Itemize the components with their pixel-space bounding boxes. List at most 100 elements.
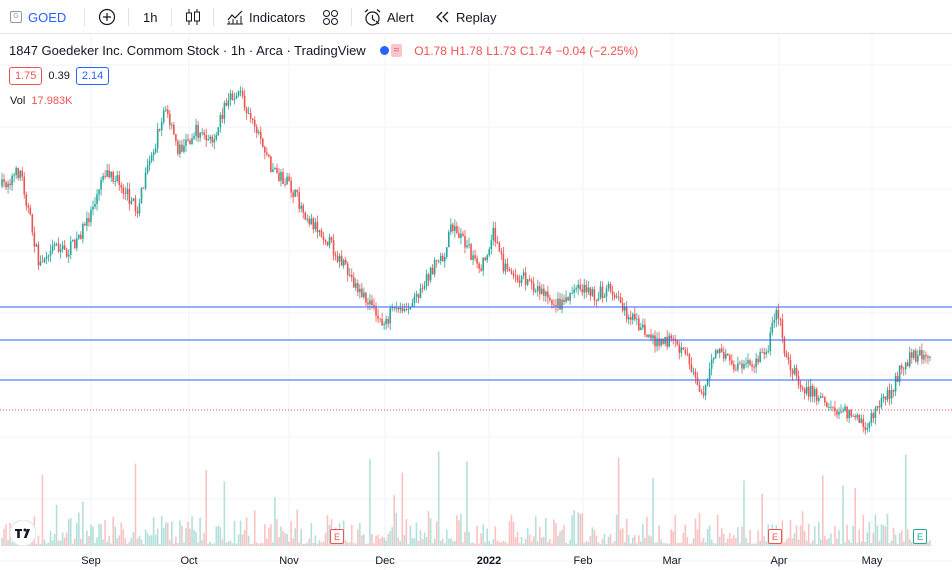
volume-bar	[708, 525, 711, 546]
candle-body	[435, 259, 438, 261]
templates-button[interactable]	[322, 0, 339, 34]
candle-body	[201, 132, 203, 134]
volume-bar	[284, 532, 286, 546]
volume-bar	[100, 524, 102, 546]
volume-bar	[415, 522, 418, 546]
volume-bar	[320, 542, 323, 546]
volume-bar	[76, 523, 78, 546]
candle-body	[29, 207, 32, 215]
candle-body	[284, 184, 286, 185]
volume-bar	[777, 542, 780, 546]
volume-bar	[51, 540, 54, 546]
volume-bar	[904, 454, 907, 546]
candle-body	[611, 290, 614, 295]
chart-style-button[interactable]	[185, 0, 201, 34]
volume-bar	[500, 542, 503, 546]
volume-bar	[807, 523, 810, 546]
volume-bar	[164, 522, 167, 546]
candle-body	[565, 297, 567, 302]
x-axis-label: 2022	[476, 555, 502, 567]
candle-body	[668, 335, 670, 347]
indicators-button[interactable]: Indicators	[226, 0, 305, 34]
candle-body	[646, 334, 648, 337]
candle-body	[480, 268, 482, 271]
candle-body	[324, 240, 327, 242]
ask-price-badge[interactable]: 2.14	[75, 67, 110, 85]
bid-price-badge[interactable]: 1.75	[9, 67, 43, 85]
candle-body	[71, 239, 74, 242]
volume-bar	[476, 526, 478, 546]
volume-bar	[437, 451, 440, 546]
volume-bar	[636, 543, 638, 546]
candle-body	[617, 296, 620, 298]
volume-bar	[565, 542, 567, 546]
volume-bar	[61, 532, 64, 546]
candle-body	[334, 255, 337, 257]
candle-body	[478, 263, 480, 269]
volume-bar	[779, 543, 782, 546]
volume-bar	[292, 538, 294, 546]
volume-bar	[243, 530, 246, 546]
candle-body	[543, 288, 545, 296]
volume-bar	[591, 527, 594, 546]
candle-body	[809, 385, 812, 397]
candle-body	[259, 131, 262, 139]
volume-bar	[670, 529, 672, 546]
candle-body	[67, 254, 70, 257]
candle-body	[526, 279, 529, 285]
candle-body	[694, 371, 697, 378]
candle-body	[727, 353, 729, 356]
volume-bar	[496, 540, 499, 546]
volume-bar	[530, 541, 533, 546]
candle-body	[514, 275, 517, 277]
chart-pane[interactable]	[0, 35, 952, 570]
earnings-event-icon[interactable]: E	[768, 529, 782, 544]
candle-body	[389, 308, 391, 324]
candle-body	[872, 413, 875, 418]
volume-bar	[104, 520, 106, 546]
replay-button[interactable]: Replay	[434, 0, 496, 34]
volume-bar	[112, 516, 114, 546]
volume-bar	[185, 528, 187, 546]
earnings-event-icon[interactable]: E	[330, 529, 344, 544]
volume-bar	[474, 543, 476, 546]
volume-bar	[233, 521, 236, 546]
volume-bar	[171, 521, 173, 546]
tradingview-logo-icon[interactable]	[9, 519, 37, 547]
volume-bar	[116, 538, 119, 546]
volume-bar	[308, 538, 311, 546]
volume-bar	[668, 543, 670, 546]
volume-bar	[650, 536, 652, 546]
candle-body	[714, 350, 717, 358]
alert-button[interactable]: Alert	[363, 0, 414, 34]
earnings-event-icon[interactable]: E	[913, 529, 927, 544]
compare-add-button[interactable]	[98, 0, 116, 34]
volume-bar	[601, 539, 604, 546]
volume-bar	[348, 542, 351, 546]
volume-bar	[890, 540, 893, 546]
price-chart[interactable]	[0, 35, 952, 570]
candle-body	[690, 364, 693, 372]
volume-bar	[652, 478, 654, 546]
volume-bar	[927, 542, 929, 546]
candle-body	[306, 218, 309, 220]
volume-bar	[557, 535, 559, 546]
candle-body	[672, 338, 675, 340]
symbol-search[interactable]: G GOED	[10, 0, 66, 34]
volume-bar	[878, 541, 881, 546]
volume-bar	[563, 524, 565, 546]
candle-body	[76, 238, 78, 249]
volume-bar	[862, 515, 865, 546]
volume-bar	[561, 529, 563, 546]
candle-body	[363, 292, 365, 298]
volume-bar	[1, 537, 3, 546]
candle-body	[516, 276, 519, 281]
candle-body	[276, 168, 278, 173]
volume-bar	[753, 543, 755, 546]
candle-body	[344, 260, 347, 264]
candle-body	[359, 288, 361, 293]
candle-body	[128, 189, 131, 204]
volume-bar	[191, 516, 193, 546]
volume-bar	[741, 526, 743, 546]
interval-button[interactable]: 1h	[143, 0, 157, 34]
